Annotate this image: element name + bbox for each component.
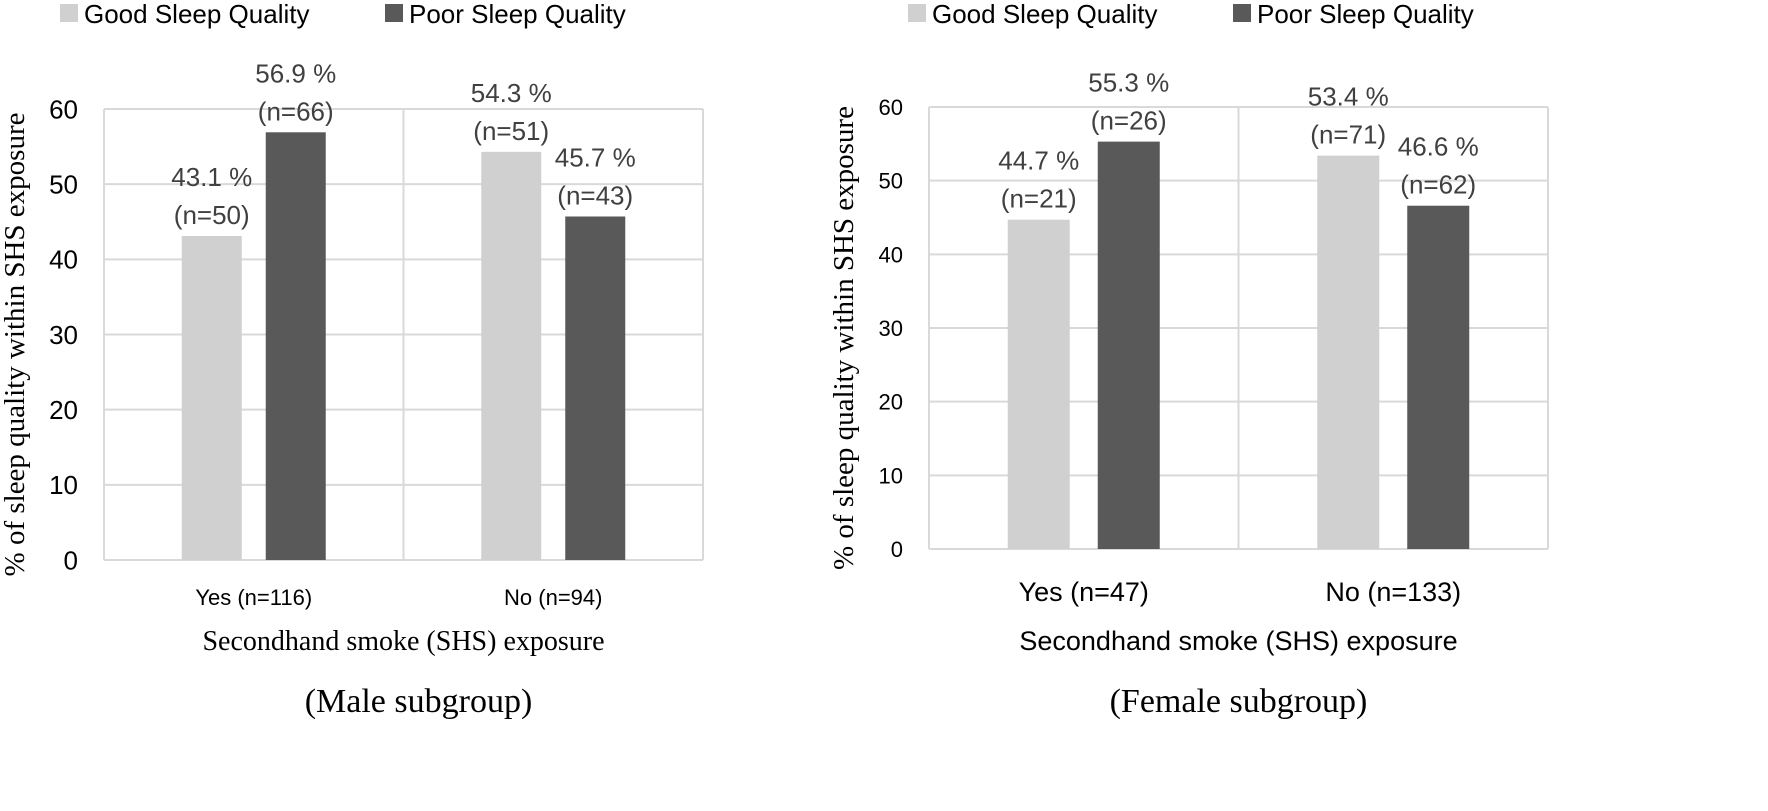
female-category-label: Yes (n=47) (1019, 577, 1149, 607)
male-data-label-count: (n=50) (174, 200, 250, 230)
female-y-tick-label: 50 (879, 169, 903, 194)
female-data-label-count: (n=26) (1091, 106, 1167, 136)
female-subgroup-caption: (Female subgroup) (1110, 683, 1368, 720)
male-y-tick-label: 30 (49, 320, 78, 350)
female-y-tick-label: 10 (879, 463, 903, 488)
female-legend-swatch-poor (1233, 4, 1251, 22)
female-bar-good-0 (1007, 219, 1070, 549)
female-legend-label-good: Good Sleep Quality (932, 0, 1157, 29)
male-x-axis-label: Secondhand smoke (SHS) exposure (202, 626, 604, 657)
male-legend-swatch-good (60, 4, 78, 22)
male-y-tick-label: 0 (64, 545, 78, 575)
male-bar-good-1 (481, 151, 542, 560)
male-legend-label-poor: Poor Sleep Quality (409, 0, 626, 29)
female-data-label-count: (n=71) (1310, 120, 1386, 150)
male-y-tick-label: 50 (49, 170, 78, 200)
female-category-label: No (n=133) (1325, 577, 1461, 607)
male-y-tick-label: 10 (49, 470, 78, 500)
male-y-tick-label: 40 (49, 245, 78, 275)
female-data-label-count: (n=21) (1001, 184, 1077, 214)
female-bar-good-1 (1317, 155, 1380, 549)
female-data-label-percent: 55.3 % (1088, 68, 1169, 98)
male-data-label-percent: 54.3 % (471, 78, 552, 108)
female-chart-panel: Good Sleep Quality Poor Sleep Quality 0 10 2… (828, 0, 1549, 720)
male-legend-swatch-poor (385, 4, 403, 22)
female-data-label-percent: 46.6 % (1398, 132, 1479, 162)
female-legend-swatch-good (908, 4, 926, 22)
female-y-tick-label: 30 (879, 316, 903, 341)
male-data-label-count: (n=51) (473, 116, 549, 146)
female-data-label-percent: 53.4 % (1308, 82, 1389, 112)
female-data-label-percent: 44.7 % (998, 146, 1079, 176)
male-legend: Good Sleep Quality Poor Sleep Quality (60, 0, 626, 29)
male-data-label-percent: 45.7 % (555, 142, 636, 172)
male-bar-poor-0 (265, 132, 326, 560)
male-data-label-percent: 56.9 % (255, 58, 336, 88)
female-legend: Good Sleep Quality Poor Sleep Quality (908, 0, 1474, 29)
female-bar-poor-0 (1097, 141, 1160, 549)
male-chart-panel: Good Sleep Quality Poor Sleep Quality 0 10 2… (0, 0, 704, 720)
male-y-axis-label: % of sleep quality within SHS exposure (0, 113, 31, 577)
female-y-tick-label: 0 (891, 537, 903, 562)
male-bar-poor-1 (565, 216, 626, 560)
female-bar-poor-1 (1407, 205, 1470, 550)
female-data-label-count: (n=62) (1400, 170, 1476, 200)
female-legend-label-poor: Poor Sleep Quality (1257, 0, 1474, 29)
male-y-tick-label: 20 (49, 395, 78, 425)
female-y-tick-label: 40 (879, 242, 903, 267)
male-y-tick-label: 60 (49, 94, 78, 124)
male-data-label-count: (n=43) (557, 180, 633, 210)
male-category-label: No (n=94) (504, 585, 602, 610)
male-data-label-count: (n=66) (258, 96, 334, 126)
male-subgroup-caption: (Male subgroup) (305, 683, 533, 720)
male-category-label: Yes (n=116) (195, 585, 312, 610)
male-legend-label-good: Good Sleep Quality (84, 0, 309, 29)
male-bar-good-0 (181, 236, 242, 560)
female-y-tick-label: 20 (879, 390, 903, 415)
male-data-label-percent: 43.1 % (171, 162, 252, 192)
female-x-axis-label: Secondhand smoke (SHS) exposure (1019, 626, 1457, 656)
female-y-tick-label: 60 (879, 95, 903, 120)
female-y-axis-label: % of sleep quality within SHS exposure (828, 106, 860, 570)
